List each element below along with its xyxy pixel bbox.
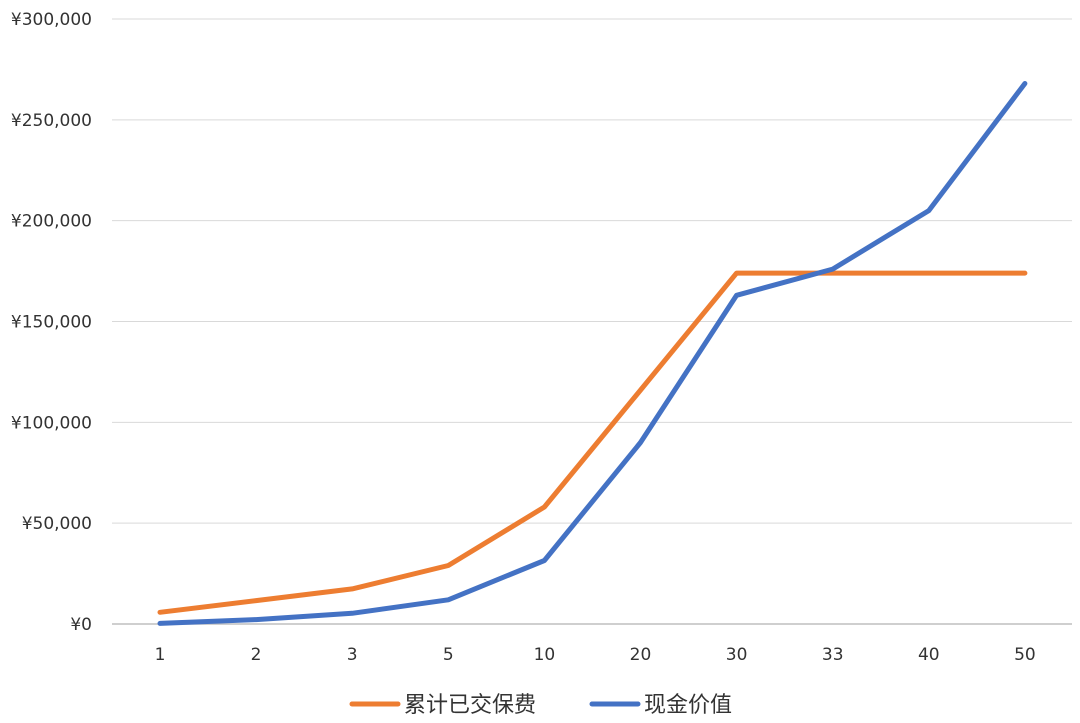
y-tick-label: ¥300,000 [11, 10, 92, 30]
y-tick-label: ¥0 [70, 615, 92, 635]
y-tick-label: ¥200,000 [11, 212, 92, 232]
x-tick-label: 5 [443, 645, 454, 665]
x-tick-label: 30 [726, 645, 748, 665]
x-tick-label: 50 [1014, 645, 1036, 665]
series-line-2 [157, 81, 1028, 626]
legend-label: 现金价值 [644, 693, 732, 718]
y-tick-label: ¥150,000 [11, 313, 92, 333]
x-tick-label: 3 [347, 645, 358, 665]
y-tick-label: ¥100,000 [11, 413, 92, 433]
legend-label: 累计已交保费 [404, 693, 536, 718]
x-tick-label: 33 [822, 645, 844, 665]
x-tick-label: 2 [251, 645, 262, 665]
legend-item: 现金价值 [589, 693, 732, 718]
y-tick-label: ¥50,000 [22, 514, 92, 534]
x-tick-label: 10 [534, 645, 556, 665]
gridlines [112, 18, 1072, 625]
x-tick-label: 40 [918, 645, 940, 665]
legend: 累计已交保费 现金价值 [349, 693, 732, 718]
y-tick-label: ¥250,000 [11, 111, 92, 131]
x-tick-label: 1 [155, 645, 166, 665]
x-axis-tick-labels: 1 2 3 5 10 20 30 33 40 50 [155, 645, 1036, 665]
series-line-1 [157, 270, 1028, 615]
x-tick-label: 20 [630, 645, 652, 665]
y-axis-tick-labels: ¥0 ¥50,000 ¥100,000 ¥150,000 ¥200,000 ¥250,00… [11, 10, 92, 635]
series-lines [157, 81, 1028, 626]
legend-item: 累计已交保费 [349, 693, 536, 718]
